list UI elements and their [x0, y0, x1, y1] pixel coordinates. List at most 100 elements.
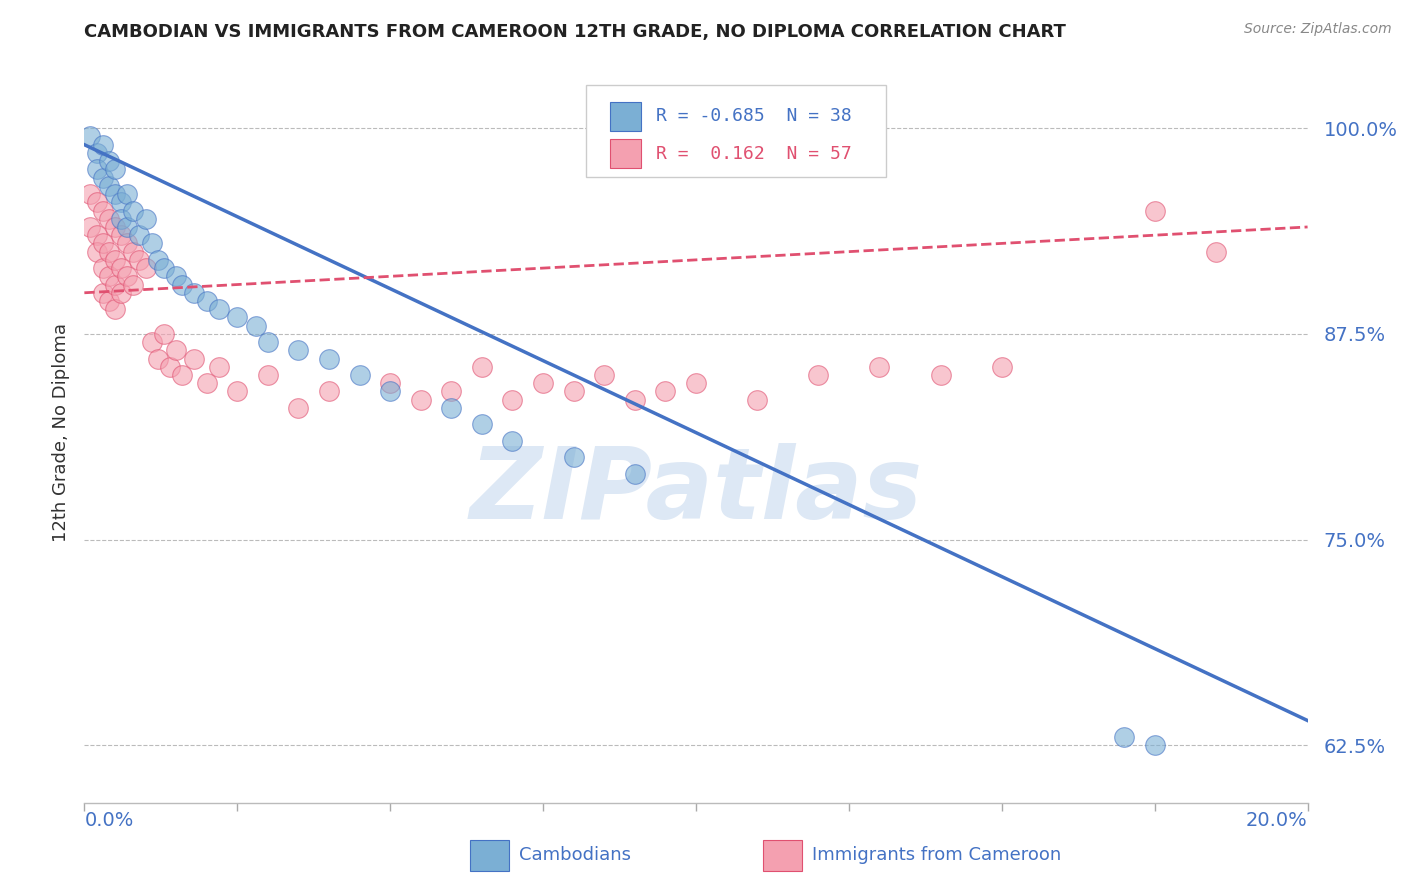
Point	[104, 219, 127, 234]
Point	[153, 326, 176, 341]
Point	[318, 384, 340, 399]
Point	[97, 211, 120, 226]
Text: 0.0%: 0.0%	[84, 811, 134, 830]
Point	[97, 244, 120, 259]
Point	[165, 343, 187, 358]
Point	[183, 351, 205, 366]
FancyBboxPatch shape	[586, 85, 886, 178]
Point	[991, 359, 1014, 374]
Point	[91, 137, 114, 152]
Point	[624, 467, 647, 481]
Point	[79, 219, 101, 234]
Point	[86, 228, 108, 243]
Point	[195, 376, 218, 391]
Point	[349, 368, 371, 382]
Point	[807, 368, 830, 382]
Point	[86, 145, 108, 160]
Text: CAMBODIAN VS IMMIGRANTS FROM CAMEROON 12TH GRADE, NO DIPLOMA CORRELATION CHART: CAMBODIAN VS IMMIGRANTS FROM CAMEROON 12…	[84, 23, 1066, 41]
Point	[1143, 738, 1166, 752]
Point	[531, 376, 554, 391]
Point	[226, 310, 249, 325]
Point	[110, 211, 132, 226]
Point	[1143, 203, 1166, 218]
Point	[115, 219, 138, 234]
Point	[153, 261, 176, 276]
Point	[86, 162, 108, 177]
Text: Immigrants from Cameroon: Immigrants from Cameroon	[813, 846, 1062, 863]
Point	[929, 368, 952, 382]
Point	[91, 170, 114, 185]
Point	[318, 351, 340, 366]
Point	[165, 269, 187, 284]
Point	[747, 392, 769, 407]
Point	[86, 244, 108, 259]
Point	[104, 162, 127, 177]
FancyBboxPatch shape	[763, 840, 803, 871]
Point	[110, 228, 132, 243]
Y-axis label: 12th Grade, No Diploma: 12th Grade, No Diploma	[52, 323, 70, 542]
Text: Cambodians: Cambodians	[519, 846, 631, 863]
Point	[91, 261, 114, 276]
Point	[104, 302, 127, 317]
Point	[91, 236, 114, 251]
Point	[79, 187, 101, 202]
Point	[135, 261, 157, 276]
Point	[86, 195, 108, 210]
Point	[195, 293, 218, 308]
Point	[110, 285, 132, 300]
Point	[562, 384, 585, 399]
Point	[141, 236, 163, 251]
Point	[562, 450, 585, 465]
Point	[79, 129, 101, 144]
Point	[208, 359, 231, 374]
FancyBboxPatch shape	[610, 102, 641, 131]
Point	[380, 376, 402, 391]
Point	[122, 203, 145, 218]
Point	[183, 285, 205, 300]
Point	[141, 335, 163, 350]
Point	[440, 401, 463, 415]
Point	[110, 195, 132, 210]
Point	[146, 351, 169, 366]
Point	[97, 293, 120, 308]
Point	[1114, 730, 1136, 744]
Point	[624, 392, 647, 407]
FancyBboxPatch shape	[610, 138, 641, 169]
Point	[91, 203, 114, 218]
Point	[287, 401, 309, 415]
Text: 20.0%: 20.0%	[1246, 811, 1308, 830]
Point	[115, 236, 138, 251]
Point	[128, 228, 150, 243]
Point	[135, 211, 157, 226]
Point	[685, 376, 707, 391]
Point	[104, 252, 127, 267]
Point	[159, 359, 181, 374]
Point	[91, 285, 114, 300]
Point	[97, 178, 120, 193]
Point	[146, 252, 169, 267]
Point	[226, 384, 249, 399]
Point	[122, 244, 145, 259]
Point	[409, 392, 432, 407]
Text: Source: ZipAtlas.com: Source: ZipAtlas.com	[1244, 22, 1392, 37]
Text: R = -0.685  N = 38: R = -0.685 N = 38	[655, 108, 852, 126]
FancyBboxPatch shape	[470, 840, 509, 871]
Point	[502, 434, 524, 448]
Point	[104, 277, 127, 292]
Point	[593, 368, 616, 382]
Point	[172, 368, 194, 382]
Point	[380, 384, 402, 399]
Point	[110, 261, 132, 276]
Point	[245, 318, 267, 333]
Point	[287, 343, 309, 358]
Point	[97, 154, 120, 169]
Point	[471, 359, 494, 374]
Point	[208, 302, 231, 317]
Text: R =  0.162  N = 57: R = 0.162 N = 57	[655, 145, 852, 162]
Point	[257, 368, 280, 382]
Point	[128, 252, 150, 267]
Point	[869, 359, 891, 374]
Point	[654, 384, 676, 399]
Point	[97, 269, 120, 284]
Point	[440, 384, 463, 399]
